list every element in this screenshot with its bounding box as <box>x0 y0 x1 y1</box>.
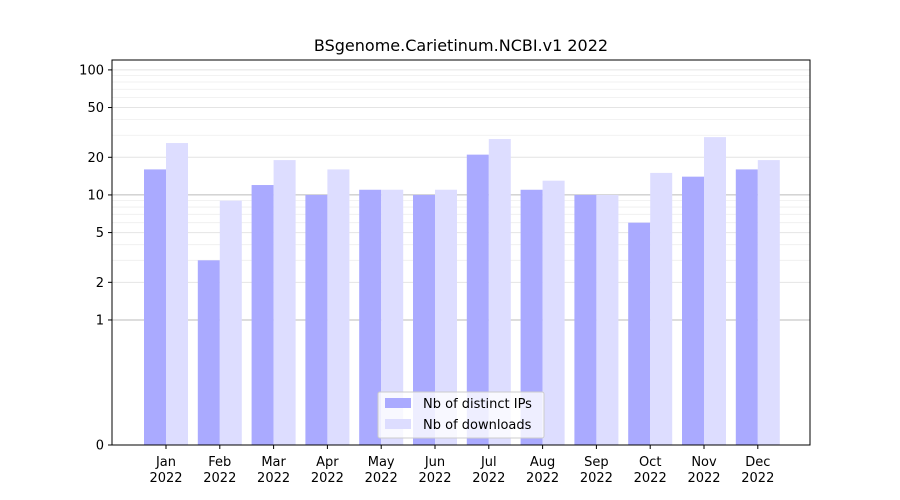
bar-ips <box>305 194 328 445</box>
bar-downloads <box>488 139 511 445</box>
x-tick-label: Jul 2022 <box>472 455 505 486</box>
bar-downloads <box>273 160 296 445</box>
y-axis: 0 1 2 5 10 20 50 100 <box>79 63 112 454</box>
bar-downloads <box>219 200 242 445</box>
x-tick-label: Mar 2022 <box>257 455 290 486</box>
y-tick-label: 2 <box>96 276 104 291</box>
legend-swatch-downloads <box>385 419 411 429</box>
y-tick-label: 5 <box>96 226 104 241</box>
legend-label-ips: Nb of distinct IPs <box>423 397 532 412</box>
x-tick-label: Feb 2022 <box>203 455 236 486</box>
bar-ips <box>197 260 220 445</box>
x-tick-label: Jan 2022 <box>149 455 182 486</box>
y-tick-label: 20 <box>87 151 104 166</box>
bar-downloads <box>596 194 619 445</box>
bar-ips <box>413 194 435 445</box>
bar-ips <box>682 176 704 445</box>
bar-downloads <box>542 180 565 445</box>
bar-ips <box>359 189 382 445</box>
x-tick-label: Nov 2022 <box>687 455 720 486</box>
y-tick-label: 1 <box>96 313 104 328</box>
y-tick-label: 10 <box>87 188 104 203</box>
bar-downloads <box>166 143 188 445</box>
y-tick-label: 100 <box>79 63 104 78</box>
bar-ips <box>144 169 166 445</box>
x-tick-label: May 2022 <box>365 455 398 486</box>
legend: Nb of distinct IPs Nb of downloads <box>377 391 545 439</box>
bar-ips <box>466 154 489 446</box>
bar-downloads <box>704 137 726 445</box>
x-tick-label: Apr 2022 <box>311 455 344 486</box>
x-tick-label: Aug 2022 <box>526 455 559 486</box>
bar-ips <box>628 222 651 445</box>
bar-downloads <box>650 172 673 445</box>
bar-ips <box>251 185 274 445</box>
bar-downloads <box>757 160 780 445</box>
y-tick-label: 50 <box>87 101 104 116</box>
bars <box>144 137 780 446</box>
x-tick-label: Oct 2022 <box>634 455 667 486</box>
legend-label-downloads: Nb of downloads <box>423 418 532 433</box>
bar-ips <box>520 189 543 445</box>
x-tick-label: Sep 2022 <box>580 455 613 486</box>
legend-swatch-ips <box>385 398 411 408</box>
x-tick-label: Jun 2022 <box>418 455 451 486</box>
y-tick-label: 0 <box>96 439 104 454</box>
bar-downloads <box>381 189 404 445</box>
x-tick-label: Dec 2022 <box>741 455 774 486</box>
legend-box <box>377 391 545 439</box>
chart-title: BSgenome.Carietinum.NCBI.v1 2022 <box>314 36 608 55</box>
plot-frame <box>111 59 811 446</box>
x-axis: Jan 2022 Feb 2022 Mar 2022 Apr 2022 May 2022 Jun 20… <box>149 445 774 486</box>
bar-ips <box>735 169 758 445</box>
bar-downloads <box>327 169 350 445</box>
bar-downloads <box>435 189 457 445</box>
bar-ips <box>574 194 597 445</box>
